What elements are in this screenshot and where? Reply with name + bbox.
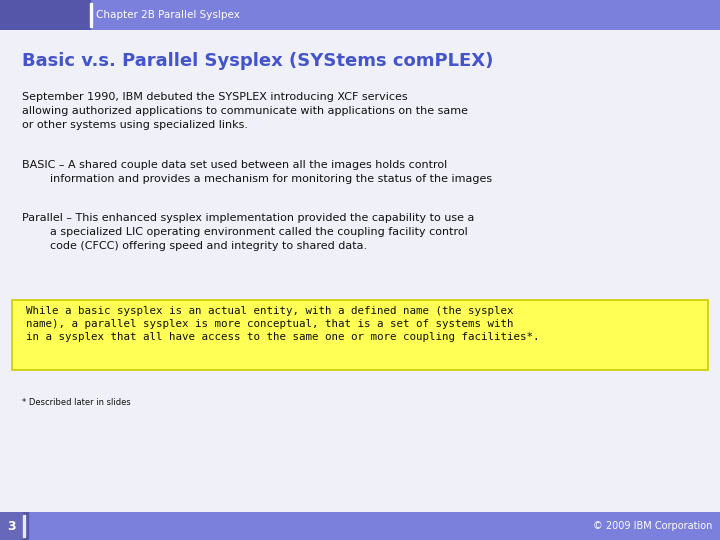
Text: Parallel – This enhanced sysplex implementation provided the capability to use a: Parallel – This enhanced sysplex impleme…: [22, 213, 474, 251]
Text: BASIC – A shared couple data set used between all the images holds control
     : BASIC – A shared couple data set used be…: [22, 160, 492, 184]
Text: * Described later in slides: * Described later in slides: [22, 398, 131, 407]
Bar: [0, 512, 22, 540]
Bar: [23, 515, 25, 537]
Bar: [90, 3, 92, 27]
Text: While a basic sysplex is an actual entity, with a defined name (the sysplex
name: While a basic sysplex is an actual entit…: [26, 306, 539, 342]
Text: Chapter 2B Parallel Syslpex: Chapter 2B Parallel Syslpex: [96, 10, 240, 20]
Bar: [0, 0, 90, 30]
Bar: [0, 512, 28, 540]
Text: September 1990, IBM debuted the SYSPLEX introducing XCF services
allowing author: September 1990, IBM debuted the SYSPLEX …: [22, 92, 468, 130]
Text: © 2009 IBM Corporation: © 2009 IBM Corporation: [593, 521, 712, 531]
Text: Basic v.s. Parallel Sysplex (SYStems comPLEX): Basic v.s. Parallel Sysplex (SYStems com…: [22, 52, 493, 70]
FancyBboxPatch shape: [12, 300, 708, 370]
Text: 3: 3: [6, 519, 15, 532]
